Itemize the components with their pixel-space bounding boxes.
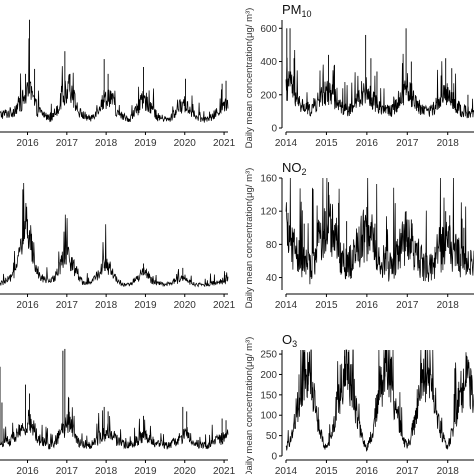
pm10-x-tick-label: 2014: [275, 138, 298, 149]
o3-title-subscript: 3: [292, 339, 297, 349]
o3-x-tick-label: 2018: [437, 466, 460, 474]
left-middle-series-line: [0, 182, 229, 288]
left-bottom-panel: 2016 2017 2018 2019 2020 2021: [0, 348, 236, 474]
no2-x-tick-label: 2016: [356, 300, 379, 311]
o3-y-tick-label: 200: [260, 370, 277, 381]
pm10-x-tick-label: 2016: [356, 138, 379, 149]
left-top-panel: 2016 2017 2018 2019 2020 2021: [0, 19, 236, 149]
no2-y-tick-label: 40: [266, 273, 278, 284]
o3-y-axis-label: Daily mean concentration(μg/ m³): [244, 337, 255, 474]
pm10-title-main: PM: [282, 2, 302, 17]
no2-x-tick-label: 2018: [437, 300, 460, 311]
no2-x-tick-label: 2015: [315, 300, 338, 311]
left-bottom-x-tick-label: 2018: [95, 466, 118, 474]
left-middle-panel: 2016 2017 2018 2019 2020 2021: [0, 182, 236, 311]
pm10-panel: 2014 2015 2016 2017 2018 0 200 400 600 Daily mean…: [244, 2, 474, 149]
o3-title-main: O: [282, 332, 292, 347]
left-middle-x-tick-label: 2017: [56, 300, 79, 311]
left-bottom-x-tick-label: 2016: [16, 466, 39, 474]
no2-title-main: NO: [282, 160, 302, 175]
no2-y-axis-label: Daily mean concentration(μg/ m³): [244, 168, 255, 309]
o3-y-tick-label: 100: [260, 411, 277, 422]
o3-y-tick-label: 150: [260, 390, 277, 401]
no2-title-subscript: 2: [302, 167, 307, 177]
pm10-y-tick-label: 0: [271, 124, 277, 135]
left-bottom-x-tick-label: 2019: [134, 466, 157, 474]
pm10-y-tick-label: 600: [260, 24, 277, 35]
pm10-title-subscript: 10: [302, 9, 312, 19]
no2-y-tick-label: 120: [260, 207, 277, 218]
pm10-y-axis-label: Daily mean concentration(μg/ m³): [244, 8, 255, 149]
o3-x-tick-label: 2016: [356, 466, 379, 474]
left-top-x-tick-label: 2018: [95, 138, 118, 149]
left-top-x-tick-label: 2017: [56, 138, 79, 149]
no2-series-line: [285, 177, 474, 285]
left-top-x-tick-label: 2016: [16, 138, 39, 149]
left-top-series-line: [0, 38, 229, 123]
no2-x-tick-label: 2014: [275, 300, 298, 311]
left-bottom-x-tick-label: 2020: [174, 466, 197, 474]
o3-series-line: [285, 349, 474, 452]
pm10-y-tick-label: 400: [260, 57, 277, 68]
pm10-series-line: [285, 49, 474, 119]
no2-y-tick-label: 80: [266, 240, 278, 251]
o3-y-tick-label: 0: [271, 452, 277, 463]
left-top-x-tick-label: 2020: [174, 138, 197, 149]
o3-y-tick-label: 250: [260, 350, 277, 361]
o3-x-tick-label: 2014: [275, 466, 298, 474]
left-middle-x-tick-label: 2020: [174, 300, 197, 311]
left-bottom-x-tick-label: 2021: [213, 466, 236, 474]
o3-panel: 2014 2015 2016 2017 2018 0 50 100 150 200 250 Daily…: [244, 332, 474, 474]
left-top-x-tick-label: 2021: [213, 138, 236, 149]
no2-panel-title: NO2: [282, 160, 307, 177]
no2-y-tick-label: 160: [260, 174, 277, 185]
pm10-x-tick-label: 2015: [315, 138, 338, 149]
left-top-x-tick-label: 2019: [134, 138, 157, 149]
pm10-x-tick-label: 2017: [396, 138, 419, 149]
o3-y-tick-label: 50: [266, 431, 278, 442]
o3-x-tick-label: 2017: [396, 466, 419, 474]
pm10-y-tick-label: 200: [260, 90, 277, 101]
no2-panel: 2014 2015 2016 2017 2018 40 80 120 160 Daily mean…: [244, 160, 474, 311]
no2-x-tick-label: 2017: [396, 300, 419, 311]
left-middle-x-tick-label: 2019: [134, 300, 157, 311]
left-bottom-series-line: [0, 396, 229, 450]
pm10-x-tick-label: 2018: [437, 138, 460, 149]
left-bottom-x-tick-label: 2017: [56, 466, 79, 474]
left-middle-x-tick-label: 2021: [213, 300, 236, 311]
left-middle-x-tick-label: 2016: [16, 300, 39, 311]
pm10-panel-title: PM10: [282, 2, 312, 19]
left-middle-x-tick-label: 2018: [95, 300, 118, 311]
o3-panel-title: O3: [282, 332, 297, 349]
o3-x-tick-label: 2015: [315, 466, 338, 474]
